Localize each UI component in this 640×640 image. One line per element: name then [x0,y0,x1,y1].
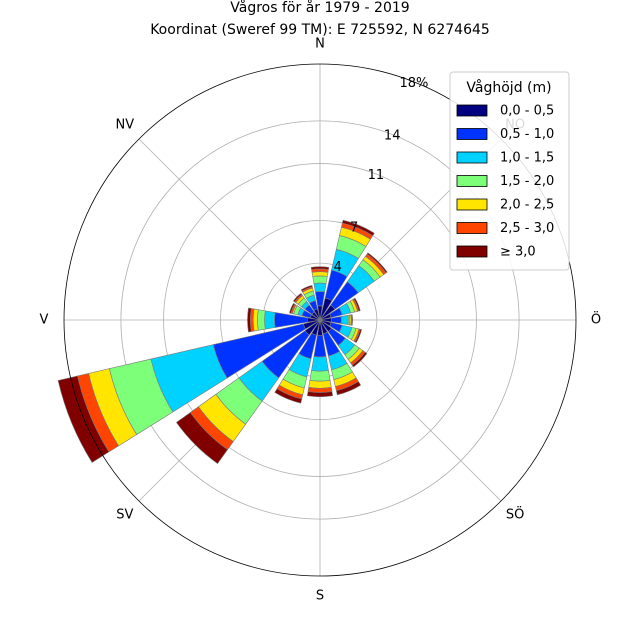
legend-swatch-5 [456,222,488,234]
bar-segment-8-2 [311,356,329,372]
legend-swatch-6 [456,245,488,258]
bar-segment-8-6 [306,391,334,398]
direction-label-0: N [315,37,325,52]
direction-label-6: V [40,313,49,328]
direction-label-2: Ö [591,311,601,328]
legend-label-0: 0,0 - 0,5 [500,104,554,119]
legend-swatch-3 [456,175,488,187]
bar-segment-14-6 [292,292,303,303]
plot-boundary [63,63,577,577]
chart-subtitle: Koordinat (Sweref 99 TM): E 725592, N 62… [150,22,490,38]
legend-swatch-1 [456,128,488,140]
radial-tick-labels: 4 7 11 14 18% [334,76,429,275]
bar-segment-8-3 [309,370,331,382]
radial-tick-label-2: 11 [368,168,385,183]
bar-segment-0-3 [312,275,328,284]
legend-label-1: 0,5 - 1,0 [500,127,554,142]
bar-segment-10-6 [176,412,228,464]
direction-label-5: SV [116,508,133,523]
bar-segment-4-6 [351,314,354,326]
bar-segment-13-6 [289,303,296,314]
radial-tick-label-4: 18% [400,76,429,91]
bar-segment-0-1 [314,291,326,307]
legend-swatch-2 [456,151,488,164]
bar-segment-4-1 [330,316,342,324]
legend-label-4: 2,0 - 2,5 [500,198,554,213]
bar-segment-11-6 [57,375,110,463]
legend-swatch-0 [456,104,488,117]
direction-label-4: S [316,589,324,604]
bar-segment-3-6 [353,297,361,312]
bar-segment-2-6 [366,252,388,274]
bar-segment-7-6 [335,381,362,396]
direction-label-3: SÖ [506,506,524,523]
legend: Våghöjd (m) 0,0 - 0,5 0,5 - 1,0 1,0 - 1,5 1… [449,71,570,271]
radial-tick-label-0: 4 [334,260,342,275]
bar-segment-9-6 [274,388,303,404]
bar-segment-0-6 [310,266,330,270]
bar-segment-12-4 [252,308,259,332]
bar-segment-4-2 [340,314,349,326]
bar-segment-0-4 [311,271,329,277]
legend-label-6: ≥ 3,0 [500,245,536,260]
chart-title: Vågros för år 1979 - 2019 [230,0,409,16]
grid-spoke-7 [138,138,321,321]
bar-segment-12-3 [257,309,266,331]
legend-label-5: 2,5 - 3,0 [500,221,554,236]
legend-frame [449,71,570,271]
legend-label-2: 1,0 - 1,5 [500,151,554,166]
legend-label-3: 1,5 - 2,0 [500,174,554,189]
bar-segment-12-6 [247,307,252,333]
bar-segment-12-2 [264,310,276,330]
bar-segment-8-4 [308,379,332,389]
bar-segment-1-6 [342,219,375,236]
legend-title: Våghöjd (m) [466,79,551,96]
direction-label-7: NV [116,117,135,132]
bar-segment-0-2 [313,282,327,293]
radial-tick-label-1: 7 [350,221,358,236]
bar-segment-15-6 [300,284,313,292]
legend-swatch-4 [456,198,488,211]
rose-bars [57,219,388,464]
bar-segment-6-6 [351,351,368,368]
radial-tick-label-3: 14 [384,129,401,144]
bar-segment-5-6 [354,328,362,344]
